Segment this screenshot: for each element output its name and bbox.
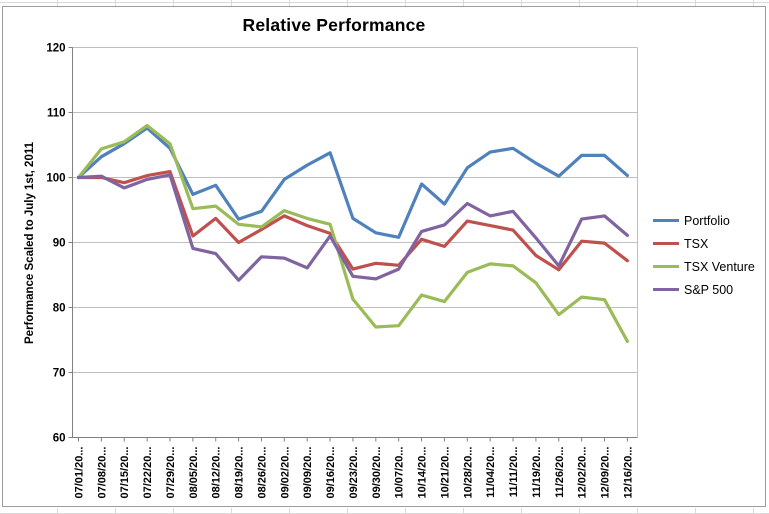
y-tick-label: 60 — [53, 433, 66, 445]
x-tick-label: 07/29/20... — [165, 447, 177, 499]
chart-title: Relative Performance — [242, 15, 426, 35]
x-tick-label: 10/07/20... — [394, 447, 406, 499]
x-tick-label: 08/26/20... — [256, 447, 268, 499]
x-tick-label: 11/19/20... — [531, 447, 543, 498]
series-line-tsx-venture — [76, 123, 630, 343]
y-tick-label: 90 — [53, 238, 66, 250]
x-tick-label: 11/26/20... — [554, 447, 566, 498]
legend: Portfolio TSX TSX Venture S&P 500 — [653, 209, 755, 301]
legend-label: TSX Venture — [684, 259, 755, 274]
sheet-cells-bottom — [0, 508, 769, 514]
legend-label: TSX — [684, 236, 709, 251]
x-tick-label: 07/01/20... — [74, 447, 86, 499]
x-tick-label: 10/14/20... — [417, 447, 429, 499]
chart-object: Relative Performance Performance Scaled … — [2, 6, 766, 507]
x-tick-label: 12/16/20... — [622, 447, 634, 499]
series-line-portfolio — [76, 126, 630, 239]
x-tick-label: 07/22/20... — [142, 447, 154, 499]
legend-item: Portfolio — [653, 209, 755, 232]
sheet-cells-top — [0, 0, 769, 6]
legend-line-sample — [653, 242, 679, 245]
x-tick-label: 07/15/20... — [119, 447, 131, 499]
x-tick-label: 09/30/20... — [371, 447, 383, 499]
x-tick-label: 09/09/20... — [302, 447, 314, 499]
x-tick-label: 09/23/20... — [348, 447, 360, 499]
legend-item: S&P 500 — [653, 278, 755, 301]
y-tick-label: 80 — [53, 303, 66, 315]
x-tick-label: 07/08/20... — [96, 447, 108, 499]
plot-area: 60 70 80 90 100 110 120 07/01/20... 07/08/20... 0… — [46, 43, 638, 499]
sheet-row-line — [0, 2, 769, 3]
x-tick-label: 09/16/20... — [325, 447, 337, 499]
legend-line-sample — [653, 288, 679, 291]
series-line-tsx — [76, 170, 630, 272]
legend-item: TSX Venture — [653, 255, 755, 278]
legend-line-sample — [653, 219, 679, 222]
legend-line-sample — [653, 265, 679, 268]
legend-item: TSX — [653, 232, 755, 255]
legend-label: Portfolio — [684, 213, 730, 228]
x-tick-label: 08/05/20... — [188, 447, 200, 499]
x-tick-label: 08/19/20... — [234, 447, 246, 499]
x-tick-label: 10/21/20... — [439, 447, 451, 499]
series-line-s-p-500 — [76, 173, 630, 282]
x-tick-label: 11/11/20... — [508, 447, 520, 498]
x-tick-label: 09/02/20... — [279, 447, 291, 499]
legend-label: S&P 500 — [684, 282, 734, 297]
x-tick-label: 11/04/20... — [485, 447, 497, 498]
y-tick-label: 70 — [53, 368, 66, 380]
x-tick-label: 12/09/20... — [600, 447, 612, 499]
y-tick-label: 120 — [46, 43, 65, 55]
y-tick-label: 110 — [47, 108, 66, 120]
x-tick-label: 08/12/20... — [211, 447, 223, 499]
x-tick-label: 10/28/20... — [462, 447, 474, 499]
y-tick-label: 100 — [46, 173, 65, 185]
x-tick-label: 12/02/20... — [577, 447, 589, 499]
